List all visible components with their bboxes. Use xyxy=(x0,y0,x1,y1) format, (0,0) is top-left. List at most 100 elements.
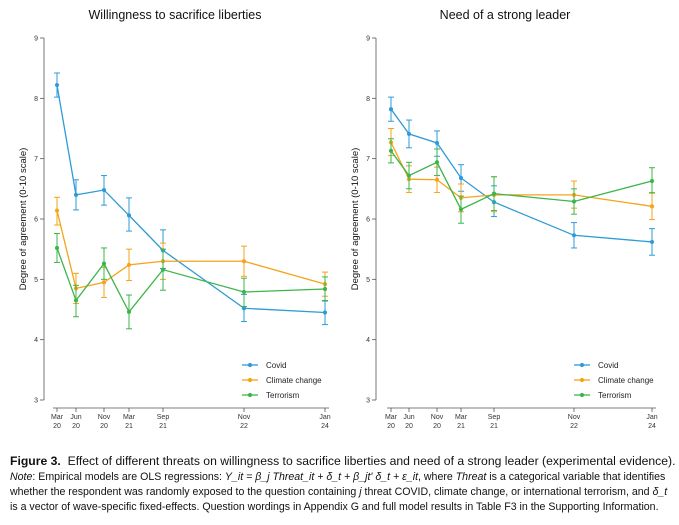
series-line-covid xyxy=(56,84,326,314)
y-tick-label: 4 xyxy=(34,337,38,344)
x-tick-label: Sep 21 xyxy=(157,414,170,430)
caption-title: Effect of different threats on willingne… xyxy=(67,454,676,468)
legend-marker-climate-change xyxy=(579,377,585,383)
y-tick-label: 8 xyxy=(34,96,38,103)
y-tick-label: 3 xyxy=(34,398,38,405)
data-point-climate-change xyxy=(649,204,655,209)
caption-label: Figure 3. xyxy=(10,454,61,468)
x-tick-label: Nov 22 xyxy=(568,414,581,430)
data-point-terrorism xyxy=(649,178,655,184)
note-j: j xyxy=(359,486,362,498)
legend-label-climate-change: Climate change xyxy=(266,376,322,385)
data-point-terrorism xyxy=(491,191,497,196)
data-point-terrorism xyxy=(434,160,440,165)
data-point-terrorism xyxy=(458,207,464,212)
figure-caption: Figure 3. Effect of different threats on… xyxy=(10,454,675,515)
note-text-b: , where xyxy=(418,471,456,483)
x-tick-label: Mar 20 xyxy=(385,414,398,430)
series-line-covid xyxy=(390,108,653,243)
legend-marker-terrorism xyxy=(247,392,253,398)
legend-marker-terrorism xyxy=(579,392,585,398)
data-point-terrorism xyxy=(406,173,412,178)
data-point-terrorism xyxy=(126,309,132,315)
note-formula: Y_it = β_j Threat_it + δ_t + β_jt' δ_t +… xyxy=(224,471,419,483)
data-point-climate-change xyxy=(126,262,132,267)
y-tick-label: 6 xyxy=(366,217,370,224)
x-tick-label: Mar 20 xyxy=(51,414,64,430)
data-point-terrorism xyxy=(322,286,328,292)
y-tick-label: 3 xyxy=(366,398,370,405)
data-point-covid xyxy=(54,82,60,88)
series-covid xyxy=(388,96,655,256)
note-text-c: is a categorical variable that identifie… xyxy=(10,471,666,498)
legend: Covid Climate change Terrorism xyxy=(242,361,322,400)
legend-label-covid: Covid xyxy=(266,361,286,370)
series-line-climate-change xyxy=(56,210,326,290)
data-point-climate-change xyxy=(241,259,247,264)
y-tick-label: 7 xyxy=(34,156,38,163)
x-tick-label: Jun 20 xyxy=(403,414,414,430)
series-line-terrorism xyxy=(56,247,326,314)
note-delta: δ_t xyxy=(652,486,668,498)
legend: Covid Climate change Terrorism xyxy=(574,361,654,400)
data-point-terrorism xyxy=(241,289,247,295)
data-point-covid xyxy=(126,213,132,218)
y-tick-label: 9 xyxy=(366,36,370,43)
note-text-a: : Empirical models are OLS regressions: xyxy=(32,471,225,483)
data-point-climate-change xyxy=(54,208,60,213)
note-label: Note xyxy=(10,471,33,483)
y-tick-label: 6 xyxy=(34,217,38,224)
data-point-covid xyxy=(388,107,394,112)
x-tick-label: Jan 24 xyxy=(646,414,657,430)
x-tick-label: Sep 21 xyxy=(488,414,501,430)
legend-marker-covid xyxy=(579,362,585,368)
series-covid xyxy=(54,72,328,326)
data-point-terrorism xyxy=(73,298,79,303)
y-tick-label: 5 xyxy=(366,277,370,284)
chart-title: Need of a strong leader xyxy=(440,8,571,22)
caption-note: Note: Empirical models are OLS regressio… xyxy=(10,470,672,515)
data-point-covid xyxy=(101,187,107,193)
y-tick-label: 8 xyxy=(366,96,370,103)
x-tick-label: Mar 21 xyxy=(123,414,136,430)
legend-marker-covid xyxy=(247,362,253,368)
data-point-terrorism xyxy=(101,261,107,266)
data-point-covid xyxy=(322,310,328,315)
y-axis-label: Degree of agreement (0-10 scale) xyxy=(350,148,361,291)
data-point-terrorism xyxy=(571,199,577,204)
x-tick-label: Jun 20 xyxy=(70,414,81,430)
legend-marker-climate-change xyxy=(247,377,253,383)
chart-title: Willingness to sacrifice liberties xyxy=(89,8,262,22)
chart-panel-1: Willingness to sacrifice liberties Degree… xyxy=(18,8,331,430)
series-terrorism xyxy=(54,232,328,330)
data-point-climate-change xyxy=(101,280,107,285)
x-tick-label: Mar 21 xyxy=(455,414,468,430)
series-terrorism xyxy=(388,138,655,224)
note-text-e: is a vector of wave-specific fixed-effec… xyxy=(10,501,659,513)
y-tick-label: 7 xyxy=(366,156,370,163)
y-tick-label: 9 xyxy=(34,36,38,43)
data-point-terrorism xyxy=(54,245,60,251)
x-tick-label: Nov 20 xyxy=(431,414,444,430)
note-threat-word: Threat xyxy=(455,471,487,483)
data-point-covid xyxy=(571,233,577,238)
chart-panel-2: Need of a strong leader Degree of agreeme… xyxy=(350,8,658,430)
legend-label-terrorism: Terrorism xyxy=(598,391,632,400)
x-tick-label: Nov 20 xyxy=(98,414,111,430)
data-point-covid xyxy=(434,140,440,146)
data-point-covid xyxy=(649,239,655,245)
series-climate-change xyxy=(54,196,328,304)
series-climate-change xyxy=(388,128,655,221)
x-tick-label: Nov 22 xyxy=(238,414,251,430)
legend-label-terrorism: Terrorism xyxy=(266,391,300,400)
caption-title-line: Figure 3. Effect of different threats on… xyxy=(10,454,675,469)
x-tick-label: Jan 24 xyxy=(319,414,330,430)
data-point-covid xyxy=(241,306,247,311)
charts-area: Willingness to sacrifice liberties Degree… xyxy=(18,8,658,430)
note-text-d: threat COVID, climate change, or interna… xyxy=(361,486,653,498)
legend-label-covid: Covid xyxy=(598,361,618,370)
data-point-terrorism xyxy=(160,267,166,272)
y-axis-label: Degree of agreement (0-10 scale) xyxy=(18,148,29,291)
y-tick-label: 5 xyxy=(34,277,38,284)
data-point-terrorism xyxy=(388,148,394,153)
